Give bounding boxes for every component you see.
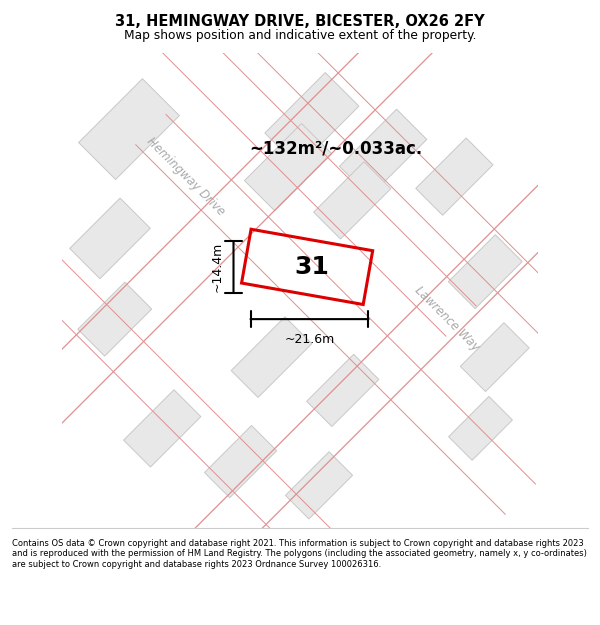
Text: 31: 31 <box>295 255 329 279</box>
Polygon shape <box>79 79 179 179</box>
Polygon shape <box>124 390 201 467</box>
Text: Hemingway Drive: Hemingway Drive <box>145 135 227 218</box>
Polygon shape <box>244 124 332 211</box>
Text: ~132m²/~0.033ac.: ~132m²/~0.033ac. <box>249 139 422 157</box>
Text: Map shows position and indicative extent of the property.: Map shows position and indicative extent… <box>124 29 476 42</box>
Polygon shape <box>314 162 391 239</box>
Polygon shape <box>449 396 512 460</box>
Text: ~21.6m: ~21.6m <box>284 333 335 346</box>
Polygon shape <box>448 234 522 309</box>
Polygon shape <box>416 138 493 215</box>
Polygon shape <box>286 452 353 519</box>
Polygon shape <box>50 41 550 541</box>
Polygon shape <box>78 282 152 356</box>
Text: Contains OS data © Crown copyright and database right 2021. This information is : Contains OS data © Crown copyright and d… <box>12 539 587 569</box>
Polygon shape <box>231 317 312 398</box>
Polygon shape <box>205 426 277 498</box>
Polygon shape <box>460 322 529 391</box>
Polygon shape <box>155 98 600 602</box>
Polygon shape <box>340 109 427 196</box>
Text: ~14.4m: ~14.4m <box>211 242 224 292</box>
Polygon shape <box>265 72 359 167</box>
Polygon shape <box>307 354 379 426</box>
Polygon shape <box>70 198 151 279</box>
Text: Lawrence Way: Lawrence Way <box>412 284 482 354</box>
Polygon shape <box>0 0 482 473</box>
Text: 31, HEMINGWAY DRIVE, BICESTER, OX26 2FY: 31, HEMINGWAY DRIVE, BICESTER, OX26 2FY <box>115 14 485 29</box>
